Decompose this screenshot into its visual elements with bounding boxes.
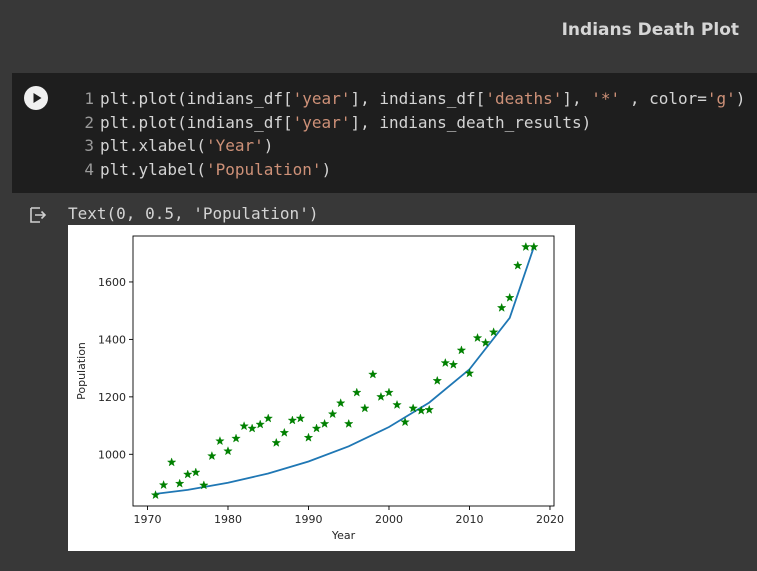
y-tick-label: 1400 [98,333,126,346]
line-number: 4 [84,159,94,179]
data-point-star [504,292,515,302]
line-number: 3 [84,136,94,155]
code-token: ], [562,89,592,108]
data-point-star [343,418,354,428]
output-redirect-icon[interactable] [29,206,47,224]
output-text: Text(0, 0.5, 'Population') [68,204,319,223]
data-point-star [263,413,273,423]
data-point-star [231,433,241,443]
data-point-star [207,451,217,461]
data-point-star [174,478,185,488]
plot-image: 1970 1980 1990 2000 2010 2020 1000 1200 1400 1600… [68,225,575,551]
data-point-star [335,398,346,408]
data-point-star [311,423,322,433]
data-point-star [239,421,249,431]
data-point-star [432,375,443,385]
x-tick-label: 1970 [133,513,161,526]
code-token: ) [735,89,746,108]
data-point-star [150,490,161,500]
fit-line [155,246,535,495]
code-token: ) [263,136,274,155]
data-point-star [464,368,475,378]
data-point-star [295,413,306,423]
y-tick-label: 1000 [98,448,126,461]
x-tick-label: 2010 [455,513,483,526]
data-point-star [191,467,201,477]
code-editor[interactable]: 1 plt.plot(indians_df['year'], indians_df… [80,87,745,181]
code-cell[interactable] [12,73,757,193]
data-point-star [529,241,539,251]
axes-frame [132,235,555,507]
data-point-star [440,357,451,367]
x-tick-label: 1990 [294,513,322,526]
play-icon [33,93,42,103]
data-point-star [271,437,282,447]
x-tick-label: 2020 [536,513,564,526]
data-point-star [480,337,491,347]
data-point-star [408,403,418,413]
data-point-star [279,427,290,437]
code-token: plt.ylabel( [100,159,206,179]
y-axis-label: Population [75,342,88,400]
data-point-star [303,432,314,442]
data-point-star [384,387,394,397]
code-string: 'g' [706,89,736,108]
data-point-star [182,469,193,479]
line-number: 2 [84,112,94,132]
code-token: plt.xlabel( [100,136,206,155]
data-point-star [287,415,298,425]
y-tick-label: 1600 [98,276,126,289]
x-tick-label: 2000 [375,513,403,526]
code-token: plt.plot(indians_df[ [100,112,293,132]
code-string: 'year' [292,89,351,108]
code-token: plt.plot(indians_df[ [100,89,293,108]
data-point-star [327,409,338,419]
code-line[interactable]: 3 plt.xlabel('Year') [80,134,745,158]
data-point-star [416,405,426,415]
code-string: 'Population' [205,159,322,179]
x-axis-label: Year [331,529,356,542]
code-token: ], indians_df[ [350,89,486,108]
data-point-star [247,423,257,433]
run-cell-button[interactable] [24,86,48,110]
data-point-star [368,369,378,379]
scatter-chart: 1970 1980 1990 2000 2010 2020 1000 1200 1400 1600… [75,235,564,542]
code-line[interactable]: 4 plt.ylabel('Population') [80,158,745,182]
code-token: ) [321,159,332,179]
code-string: 'deaths' [485,89,563,108]
data-point-star [496,302,507,312]
data-point-star [456,345,467,355]
data-point-star [255,419,265,429]
data-point-star [352,387,362,397]
data-point-star [488,327,499,337]
x-tick-label: 1980 [214,513,242,526]
data-point-star [392,399,402,409]
data-point-star [400,417,410,427]
line-number: 1 [84,89,94,108]
code-string: 'Year' [205,136,264,155]
code-string: '*' [591,89,621,108]
data-point-star [521,241,531,251]
data-point-star [376,391,386,401]
data-point-star [215,436,225,446]
code-token: , color= [620,89,707,108]
code-string: 'year' [292,112,351,132]
data-point-star [158,480,169,490]
code-line[interactable]: 1 plt.plot(indians_df['year'], indians_df… [80,87,745,111]
code-line[interactable]: 2 plt.plot(indians_df['year'], indians_de… [80,111,745,135]
data-point-star [319,418,330,428]
code-token: ], indians_death_results) [350,112,592,132]
data-point-star [166,457,177,467]
data-point-star [472,332,483,343]
page-title: Indians Death Plot [561,20,739,40]
data-point-star [513,260,523,270]
data-point-star [223,446,233,456]
data-point-star [360,403,370,413]
data-point-star [199,480,209,490]
data-point-star [448,359,459,369]
y-tick-label: 1200 [98,391,126,404]
data-point-star [424,404,434,414]
